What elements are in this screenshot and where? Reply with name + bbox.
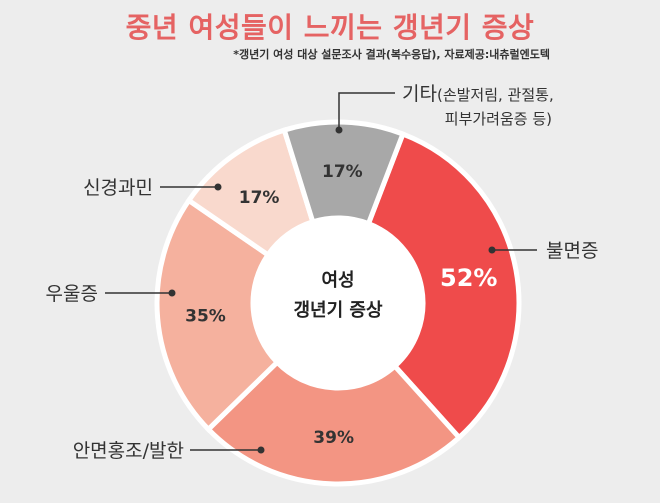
donut-hole xyxy=(253,218,423,388)
category-label-depression: 우울증 xyxy=(46,283,98,305)
category-label-insomnia: 불면증 xyxy=(546,240,598,262)
value-label-other: 17% xyxy=(322,162,363,182)
value-label-hot-flash: 39% xyxy=(313,428,354,448)
category-label-nervousness: 신경과민 xyxy=(83,177,153,199)
value-label-nervousness: 17% xyxy=(239,188,280,208)
chart-title: 중년 여성들이 느끼는 갱년기 증상 xyxy=(125,11,535,44)
chart-subtitle: *갱년기 여성 대상 설문조사 결과(복수응답), 자료제공:내츄럴엔도텍 xyxy=(233,48,550,61)
leader-nervousness-dot xyxy=(214,183,222,191)
category-label-other: 기타(손발저림, 관절통, xyxy=(402,83,554,105)
leader-depression-dot xyxy=(168,289,176,297)
category-label-hot-flash: 안면홍조/발한 xyxy=(73,440,184,462)
leader-other-dot xyxy=(335,126,343,134)
center-label-line2: 갱년기 증상 xyxy=(293,300,383,321)
value-label-depression: 35% xyxy=(185,306,226,326)
leader-insomnia-dot xyxy=(488,246,496,254)
center-label-line1: 여성 xyxy=(321,270,354,291)
value-label-insomnia: 52% xyxy=(440,264,497,292)
leader-hot-flash-dot xyxy=(257,446,265,454)
category-sublabel-other: 피부가려움증 등) xyxy=(445,110,552,128)
leader-other xyxy=(338,92,395,130)
